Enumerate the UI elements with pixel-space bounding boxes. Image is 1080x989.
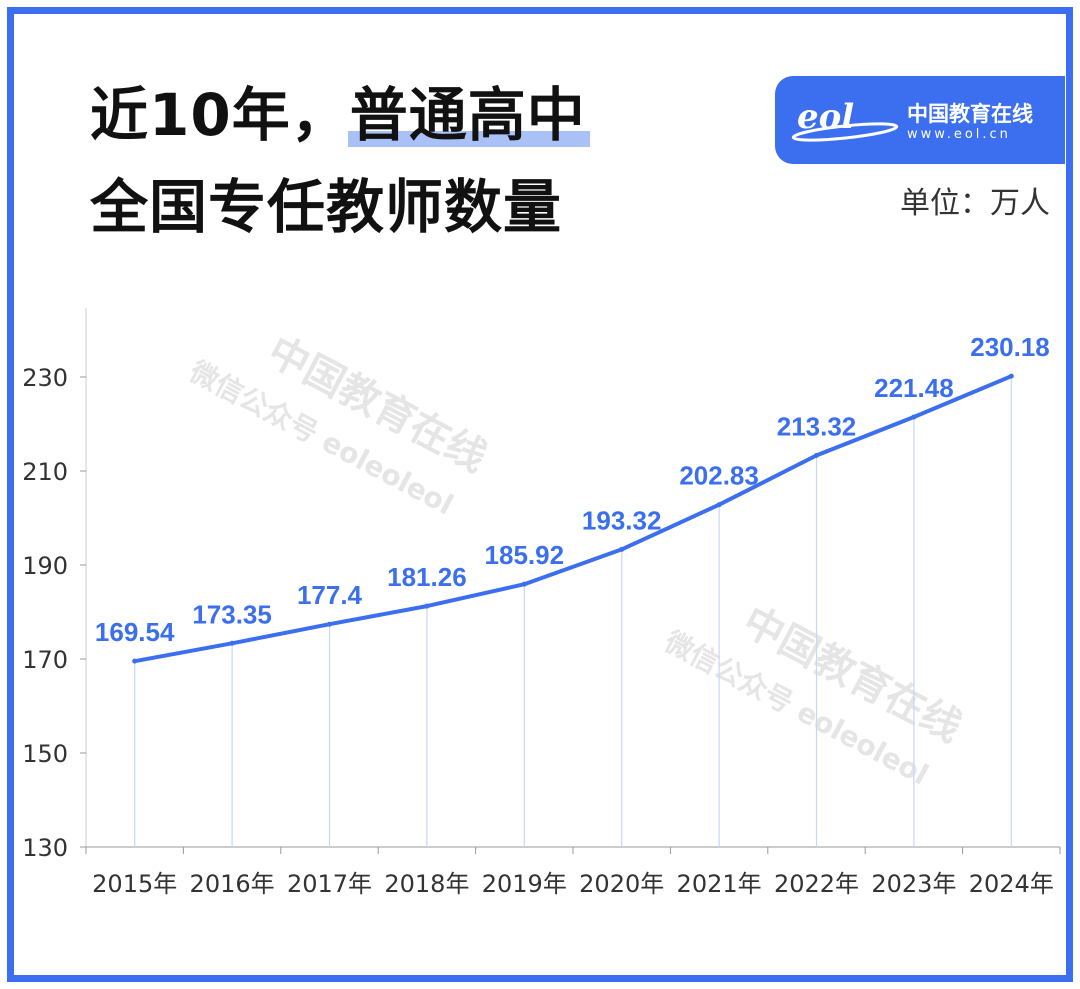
data-point bbox=[619, 546, 625, 552]
x-tick-label: 2017年 bbox=[287, 870, 372, 898]
data-label: 221.48 bbox=[874, 373, 954, 403]
data-point bbox=[229, 640, 235, 646]
data-label: 173.35 bbox=[192, 599, 272, 629]
data-point bbox=[1008, 373, 1014, 379]
y-axis: 130 150 170 190 210 230 bbox=[22, 308, 87, 862]
x-tick-label: 2024年 bbox=[969, 870, 1054, 898]
series-line-group bbox=[132, 373, 1014, 664]
watermark-1: 中国教育在线 微信公众号 eoleoleol bbox=[183, 328, 493, 521]
data-point bbox=[521, 581, 527, 587]
data-point bbox=[814, 452, 819, 458]
logo-url: www.eol.cn bbox=[907, 127, 1011, 142]
series-line bbox=[132, 374, 1014, 664]
x-tick-label: 2021年 bbox=[677, 870, 762, 898]
data-point bbox=[327, 621, 332, 627]
y-tick-label: 130 bbox=[22, 834, 68, 862]
x-axis: 2015年 2016年 2017年 2018年 2019年 2020年 2021年 2022年… bbox=[85, 846, 1061, 898]
data-label: 177.4 bbox=[297, 580, 363, 610]
data-labels: 169.54 173.35 177.4 181.26 185.92 193.32 202.8… bbox=[95, 332, 1050, 647]
y-tick-label: 150 bbox=[22, 740, 68, 768]
x-tick-label: 2023年 bbox=[871, 870, 956, 898]
x-tick-label: 2020年 bbox=[579, 870, 664, 898]
x-tick-label: 2016年 bbox=[190, 870, 275, 898]
data-label: 230.18 bbox=[970, 332, 1050, 362]
y-tick-label: 230 bbox=[22, 364, 68, 392]
unit-label: 单位：万人 bbox=[900, 186, 1050, 221]
data-label: 202.83 bbox=[679, 461, 759, 491]
eol-logo[interactable]: eol 中国教育在线 www.eol.cn bbox=[775, 76, 1065, 164]
x-tick-label: 2015年 bbox=[92, 870, 177, 898]
chart-title-line2: 全国专任教师数量 bbox=[90, 173, 563, 241]
data-label: 193.32 bbox=[582, 505, 662, 535]
logo-mark-text: eol bbox=[797, 97, 854, 137]
title-highlight: 普通高中 bbox=[349, 81, 586, 149]
data-point bbox=[716, 502, 722, 508]
data-label: 169.54 bbox=[95, 617, 175, 647]
data-label: 185.92 bbox=[485, 540, 565, 570]
chart-title-line1: 近10年，普通高中 bbox=[90, 68, 586, 152]
eol-logo-mark-icon: eol bbox=[791, 97, 899, 142]
data-point bbox=[424, 603, 430, 609]
data-label: 213.32 bbox=[777, 411, 857, 441]
data-point bbox=[132, 658, 138, 664]
x-tick-label: 2019年 bbox=[482, 870, 567, 898]
x-tick-label: 2018年 bbox=[384, 870, 469, 898]
x-tick-label: 2022年 bbox=[774, 870, 859, 898]
data-label: 181.26 bbox=[387, 562, 467, 592]
title-prefix: 近10年， bbox=[90, 81, 350, 149]
y-tick-label: 190 bbox=[22, 552, 68, 580]
drop-lines bbox=[134, 376, 1012, 847]
watermark-2: 中国教育在线 微信公众号 eoleoleol bbox=[658, 598, 968, 791]
border-frame bbox=[7, 7, 1073, 982]
y-tick-label: 210 bbox=[22, 458, 68, 486]
y-tick-label: 170 bbox=[22, 646, 68, 674]
logo-name: 中国教育在线 bbox=[907, 102, 1033, 126]
data-point bbox=[911, 414, 917, 420]
